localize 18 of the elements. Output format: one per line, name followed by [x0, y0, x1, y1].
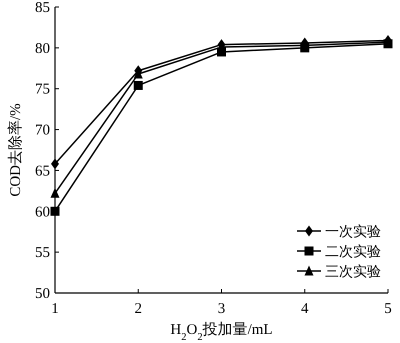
y-tick-label: 50 — [35, 286, 50, 302]
legend-label: 二次实验 — [325, 244, 381, 260]
y-tick-label: 75 — [35, 82, 50, 98]
x-axis-title: H$_{2}$O$_{2}$投加量/mL — [170, 321, 273, 342]
y-tick-label: 80 — [35, 40, 50, 57]
y-tick-label: 60 — [35, 204, 50, 220]
x-tick-label: 2 — [134, 301, 142, 317]
legend-label: 三次实验 — [325, 264, 381, 280]
x-tick-label: 5 — [384, 301, 392, 317]
y-tick-label: 85 — [35, 0, 50, 16]
y-tick-label: 55 — [35, 245, 50, 262]
y-tick-label: 70 — [35, 122, 50, 139]
x-tick-label: 1 — [51, 301, 59, 317]
y-tick-label: 65 — [35, 163, 50, 180]
x-tick-label: 4 — [301, 301, 309, 317]
y-axis-title: COD去除率/% — [7, 103, 24, 197]
legend-label: 一次实验 — [325, 224, 381, 240]
x-tick-label: 3 — [218, 301, 226, 317]
